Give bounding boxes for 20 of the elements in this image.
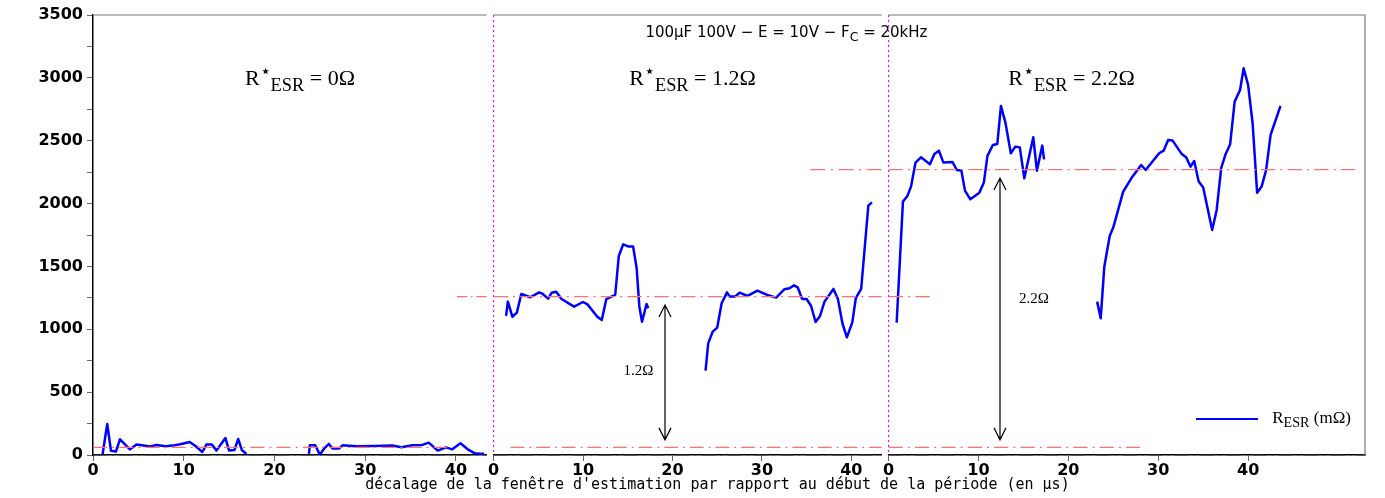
annotation: R$^{⋆}$$_{ESR}$ = 1.2Ω xyxy=(629,60,756,96)
y-tick-label: 1000 xyxy=(38,318,83,338)
y-tick-label: 0 xyxy=(71,444,83,464)
y-tick-label: 1500 xyxy=(38,255,83,275)
y-tick-label: 3500 xyxy=(38,4,83,24)
x-tick-label: 20 xyxy=(263,459,286,479)
x-tick-label: 0 xyxy=(87,459,99,479)
annotation: R$^{⋆}$$_{ESR}$ = 0Ω xyxy=(244,60,356,96)
y-tick-label: 2500 xyxy=(38,129,83,149)
y-tick-label: 500 xyxy=(49,381,83,401)
legend-label: R$_{ESR}$ (mΩ) xyxy=(1272,407,1351,431)
x-tick-label: 30 xyxy=(1147,459,1170,479)
y-tick-label: 3000 xyxy=(38,67,83,87)
annotation: 2.2Ω xyxy=(1018,289,1049,307)
x-tick-label: 10 xyxy=(172,459,195,479)
annotation: R$^{⋆}$$_{ESR}$ = 2.2Ω xyxy=(1008,60,1135,96)
x-tick-label: 40 xyxy=(1237,459,1260,479)
y-tick-label: 2000 xyxy=(38,192,83,212)
annotation: 1.2Ω xyxy=(623,361,654,379)
text: 100µF 100V − E = 10V − F$_{C}$ = 20kHz xyxy=(645,23,928,44)
